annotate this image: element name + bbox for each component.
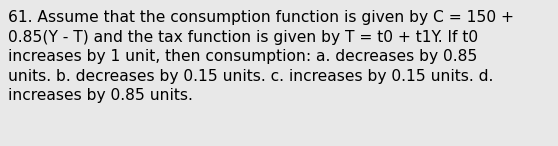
Text: 61. Assume that the consumption function is given by C = 150 +
0.85(Y - T) and t: 61. Assume that the consumption function… <box>8 10 514 104</box>
